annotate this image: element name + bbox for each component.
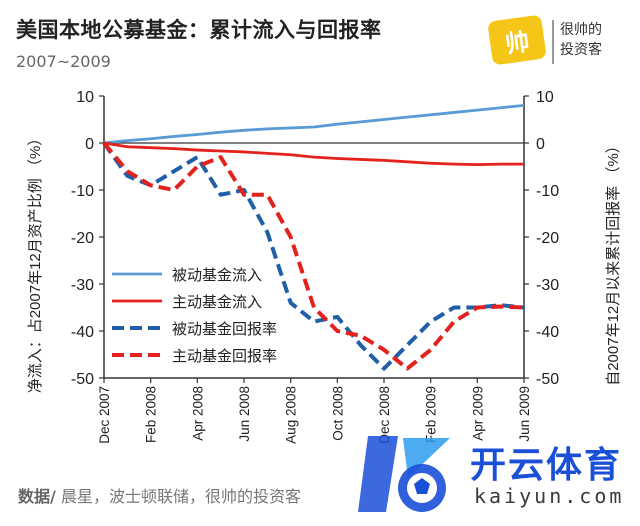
y-tick-label-right: 0	[536, 136, 545, 153]
x-tick-label: Oct 2008	[330, 386, 345, 441]
watermark-text-cn: 开云体育	[470, 445, 623, 486]
watermark-logo-icon	[358, 436, 450, 512]
y-tick-label-left: 0	[85, 136, 94, 153]
y-tick-label-left: -10	[71, 183, 94, 200]
x-tick-label: Aug 2008	[284, 386, 299, 444]
brand-logo: 帅 很帅的 投资客	[487, 14, 630, 70]
brand-divider	[552, 20, 554, 64]
y-tick-label-left: -50	[71, 371, 94, 388]
chart-axes: 10 100 0-10 -10-20 -20-30 -30-40 -40-50 -50Dec …	[71, 89, 559, 444]
source-text: 晨星，波士顿联储，很帅的投资客	[55, 487, 301, 506]
x-tick-label: Dec 2008	[377, 386, 392, 444]
chart-subtitle: 2007~2009	[16, 52, 111, 71]
y-tick-label-right: 10	[536, 89, 554, 106]
y-tick-label-right: -40	[536, 324, 559, 341]
source-label: 数据/	[18, 487, 56, 506]
legend-label-2: 主动基金流入	[172, 294, 262, 311]
brand-name: 很帅的 投资客	[560, 20, 602, 60]
y-tick-label-left: -20	[71, 230, 94, 247]
watermark-text-en: kaiyun.com	[474, 484, 625, 508]
y-tick-label-left: 10	[76, 89, 94, 106]
y-tick-label-right: -20	[536, 230, 559, 247]
x-tick-label: Jun 2008	[237, 386, 252, 442]
y-axis-right-label: 自2007年12月以来累计回报率 （%）	[605, 138, 622, 386]
legend-label-4: 主动基金回报率	[172, 348, 277, 365]
x-tick-label: Feb 2008	[144, 386, 159, 443]
legend-label-3: 被动基金回报率	[172, 321, 277, 338]
brand-line2: 投资客	[560, 42, 602, 58]
x-tick-label: Apr 2008	[190, 386, 205, 441]
chart-series	[102, 104, 525, 371]
x-tick-label: Jun 2009	[517, 386, 532, 442]
data-source: 数据/ 晨星，波士顿联储，很帅的投资客	[18, 483, 301, 507]
y-tick-label-right: -30	[536, 277, 559, 294]
series-line-3	[102, 141, 525, 371]
brand-line1: 很帅的	[560, 22, 602, 38]
x-tick-label: Apr 2009	[470, 386, 485, 441]
x-tick-label: Feb 2009	[424, 386, 439, 443]
x-tick-label: Dec 2007	[97, 386, 112, 444]
y-tick-label-right: -10	[536, 183, 559, 200]
y-tick-label-right: -50	[536, 371, 559, 388]
chart-title: 美国本地公募基金：累计流入与回报率	[16, 18, 382, 42]
series-line-1	[103, 104, 525, 145]
watermark: 开云体育 kaiyun.com	[358, 428, 640, 526]
legend-label-1: 被动基金流入	[172, 267, 262, 284]
y-tick-label-left: -40	[71, 324, 94, 341]
y-tick-label-left: -30	[71, 277, 94, 294]
y-axis-left-label: 净流入：占2007年12月资产比例 （%）	[27, 131, 44, 394]
series-line-2	[103, 141, 524, 167]
